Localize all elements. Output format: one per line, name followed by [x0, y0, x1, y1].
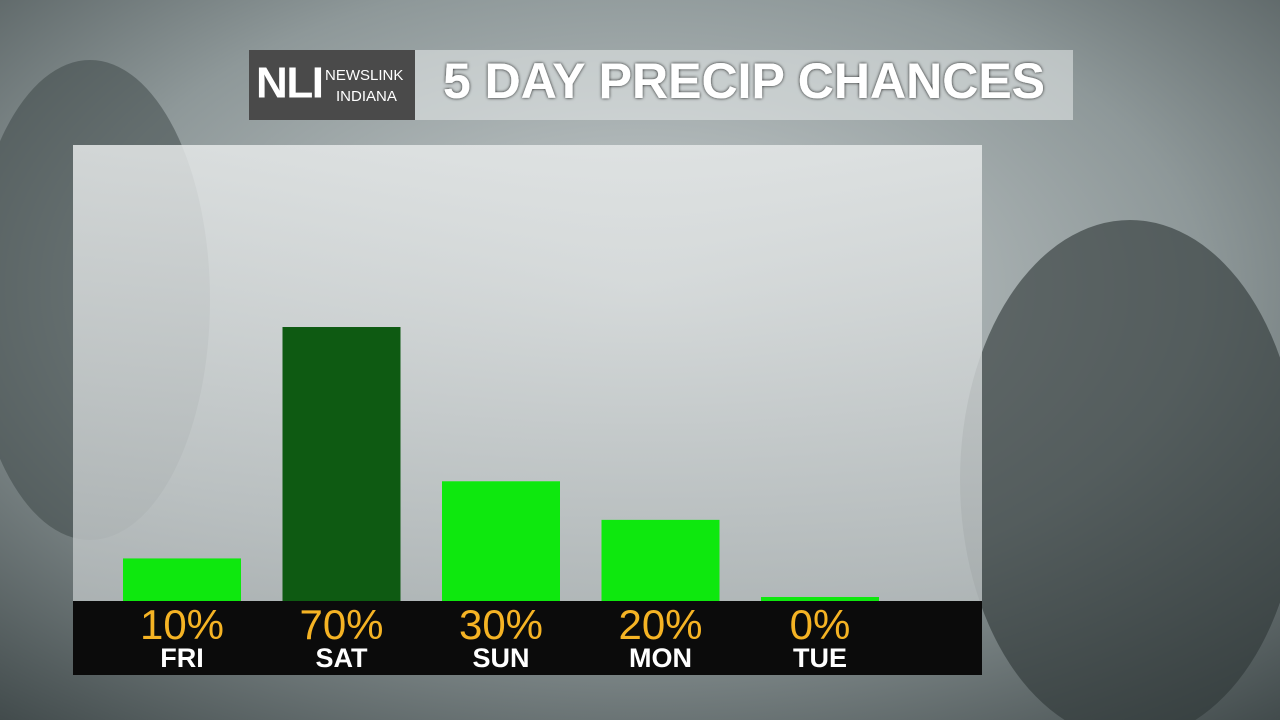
logo-box: [249, 50, 415, 120]
x-tick-label: SUN: [472, 643, 529, 673]
chart-title: 5 DAY PRECIP CHANCES: [443, 53, 1045, 109]
logo-region: INDIANA: [336, 88, 397, 105]
value-label: 30%: [459, 601, 543, 648]
x-tick-label: SAT: [316, 643, 369, 673]
value-label: 10%: [140, 601, 224, 648]
bar: [761, 597, 879, 601]
value-label: 20%: [618, 601, 702, 648]
bar: [282, 327, 401, 601]
bar: [601, 519, 720, 601]
x-tick-label: FRI: [160, 643, 204, 673]
title-banner: [415, 50, 1073, 120]
value-label: 0%: [790, 601, 851, 648]
bar: [123, 558, 241, 601]
bar: [442, 481, 560, 601]
x-tick-label: TUE: [793, 643, 847, 673]
x-tick-label: MON: [629, 643, 692, 673]
value-label: 70%: [299, 601, 383, 648]
logo-mark: NLI: [256, 59, 324, 108]
tree-shadow: [960, 220, 1280, 720]
label-strip: [73, 601, 982, 675]
logo-name: NEWSLINK: [325, 67, 403, 84]
